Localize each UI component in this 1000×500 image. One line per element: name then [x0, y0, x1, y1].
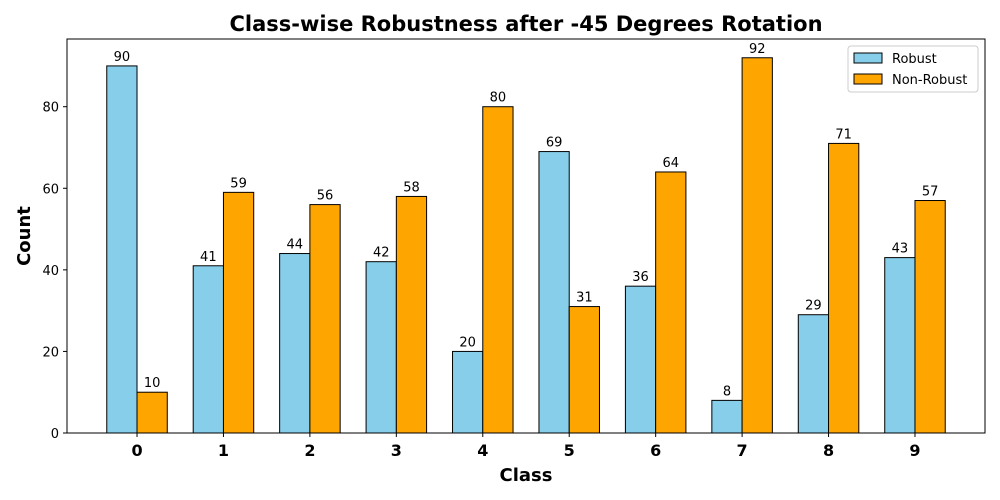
data-label: 44	[286, 238, 303, 253]
plot-area: 0204060809010041591445624258320804693153…	[42, 42, 946, 460]
x-tick-label: 6	[650, 441, 661, 460]
bar	[365, 261, 397, 434]
x-tick-label: 8	[823, 441, 834, 460]
bar	[624, 285, 657, 434]
bar	[106, 65, 138, 434]
data-label: 59	[230, 176, 247, 191]
data-label: 64	[663, 156, 680, 171]
plot-frame	[66, 38, 986, 434]
bar	[655, 171, 687, 434]
bar	[538, 151, 570, 434]
bar	[711, 399, 743, 434]
legend-swatch	[853, 52, 883, 64]
data-label: 42	[373, 246, 390, 261]
data-label: 58	[403, 180, 420, 195]
bar	[309, 204, 341, 434]
data-label: 57	[922, 185, 939, 200]
bar	[482, 106, 514, 434]
x-tick-label: 7	[737, 441, 748, 460]
bar	[279, 253, 311, 434]
legend: Robust Non-Robust	[847, 45, 979, 93]
bar	[222, 191, 255, 434]
bar	[568, 306, 600, 434]
y-tick-label: 40	[42, 264, 59, 279]
bar	[136, 391, 168, 434]
data-label: 8	[723, 384, 731, 399]
x-tick-label: 5	[564, 441, 575, 460]
bar	[797, 314, 830, 434]
data-label: 90	[114, 50, 131, 65]
bar	[452, 350, 484, 434]
data-label: 31	[576, 291, 593, 306]
data-label: 69	[546, 136, 563, 151]
legend-swatch	[853, 73, 883, 85]
data-label: 80	[490, 91, 507, 106]
bar	[192, 265, 224, 434]
data-label: 20	[459, 335, 476, 350]
data-label: 71	[835, 127, 852, 142]
x-tick-label: 0	[131, 441, 142, 460]
bar	[741, 57, 773, 434]
legend-label: Non-Robust	[892, 73, 967, 88]
data-label: 56	[317, 189, 334, 204]
x-tick-label: 2	[304, 441, 315, 460]
x-tick-label: 3	[391, 441, 402, 460]
y-tick-label: 0	[51, 427, 59, 442]
data-label: 92	[749, 42, 766, 57]
bar	[828, 142, 860, 434]
data-label: 10	[144, 376, 161, 391]
data-label: 41	[200, 250, 217, 265]
data-label: 29	[805, 299, 822, 314]
y-axis-label: Count	[14, 206, 35, 266]
bar	[914, 200, 946, 434]
x-axis-label: Class	[500, 465, 553, 486]
chart-title: Class-wise Robustness after -45 Degrees …	[229, 12, 822, 36]
x-tick-label: 1	[218, 441, 229, 460]
data-label: 43	[892, 242, 909, 257]
bar	[395, 195, 428, 434]
bar	[884, 257, 916, 434]
y-tick-label: 20	[42, 345, 59, 360]
x-tick-label: 4	[477, 441, 488, 460]
x-tick-label: 9	[909, 441, 920, 460]
legend-label: Robust	[892, 52, 937, 67]
y-tick-label: 80	[42, 101, 59, 116]
y-tick-label: 60	[42, 182, 59, 197]
data-label: 36	[632, 270, 649, 285]
